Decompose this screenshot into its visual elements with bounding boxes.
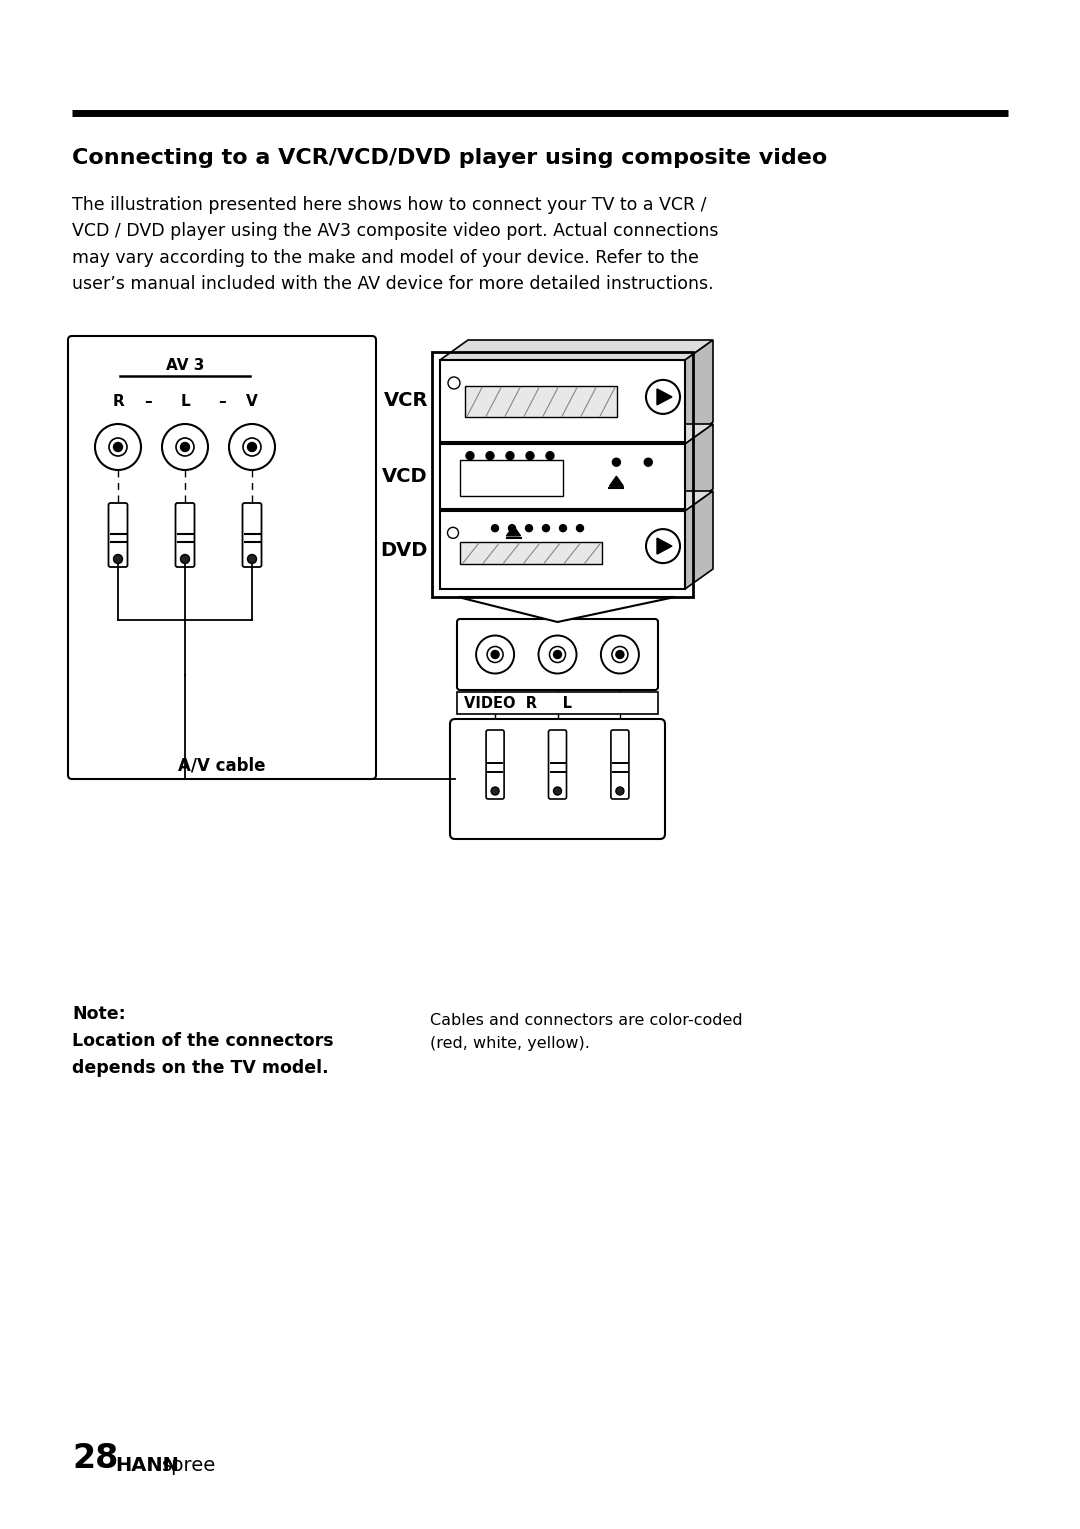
- Text: Note:
Location of the connectors
depends on the TV model.: Note: Location of the connectors depends…: [72, 1005, 334, 1078]
- FancyBboxPatch shape: [440, 443, 685, 509]
- FancyBboxPatch shape: [460, 460, 563, 495]
- Text: A/V cable: A/V cable: [178, 755, 266, 774]
- FancyBboxPatch shape: [440, 359, 685, 442]
- Circle shape: [247, 555, 257, 564]
- FancyBboxPatch shape: [460, 543, 603, 564]
- FancyBboxPatch shape: [457, 693, 658, 714]
- Text: Cables and connectors are color-coded
(red, white, yellow).: Cables and connectors are color-coded (r…: [430, 1014, 743, 1050]
- Circle shape: [645, 459, 652, 466]
- FancyBboxPatch shape: [465, 387, 617, 417]
- Circle shape: [447, 528, 459, 538]
- Circle shape: [180, 555, 189, 564]
- Circle shape: [507, 451, 514, 460]
- Circle shape: [491, 787, 499, 795]
- FancyBboxPatch shape: [450, 719, 665, 839]
- Circle shape: [491, 524, 499, 532]
- Text: R: R: [112, 394, 124, 408]
- Circle shape: [465, 451, 474, 460]
- Circle shape: [113, 555, 122, 564]
- Text: HANN: HANN: [114, 1456, 179, 1475]
- Circle shape: [542, 524, 550, 532]
- Text: spree: spree: [162, 1456, 216, 1475]
- Text: Connecting to a VCR/VCD/DVD player using composite video: Connecting to a VCR/VCD/DVD player using…: [72, 148, 827, 168]
- Circle shape: [526, 451, 534, 460]
- Polygon shape: [657, 388, 672, 405]
- Polygon shape: [685, 339, 713, 442]
- Circle shape: [612, 459, 620, 466]
- FancyBboxPatch shape: [243, 503, 261, 567]
- Polygon shape: [685, 424, 713, 509]
- Circle shape: [554, 650, 562, 659]
- FancyBboxPatch shape: [108, 503, 127, 567]
- Text: 28: 28: [72, 1442, 119, 1475]
- Polygon shape: [609, 476, 623, 486]
- Text: The illustration presented here shows how to connect your TV to a VCR /
VCD / DV: The illustration presented here shows ho…: [72, 196, 718, 294]
- Circle shape: [526, 524, 532, 532]
- Text: L: L: [180, 394, 190, 408]
- Circle shape: [577, 524, 583, 532]
- Circle shape: [554, 787, 562, 795]
- Polygon shape: [440, 424, 713, 443]
- Text: VIDEO  R     L: VIDEO R L: [464, 696, 572, 711]
- Circle shape: [646, 379, 680, 414]
- Circle shape: [180, 442, 189, 451]
- Text: –: –: [218, 394, 226, 408]
- FancyBboxPatch shape: [457, 619, 658, 690]
- FancyBboxPatch shape: [440, 511, 685, 589]
- Circle shape: [448, 378, 460, 388]
- Circle shape: [486, 451, 494, 460]
- Polygon shape: [440, 339, 713, 359]
- Text: VCR: VCR: [383, 391, 428, 410]
- Circle shape: [546, 451, 554, 460]
- Polygon shape: [685, 491, 713, 589]
- Circle shape: [509, 524, 515, 532]
- Polygon shape: [458, 596, 675, 622]
- FancyBboxPatch shape: [486, 729, 504, 800]
- Circle shape: [616, 650, 624, 659]
- Circle shape: [646, 529, 680, 563]
- Circle shape: [491, 650, 499, 659]
- Text: VCD: VCD: [382, 466, 428, 486]
- Circle shape: [616, 787, 624, 795]
- Text: –: –: [144, 394, 152, 408]
- FancyBboxPatch shape: [175, 503, 194, 567]
- FancyBboxPatch shape: [611, 729, 629, 800]
- Circle shape: [559, 524, 567, 532]
- Text: V: V: [246, 394, 258, 408]
- Text: AV 3: AV 3: [166, 358, 204, 373]
- FancyBboxPatch shape: [68, 336, 376, 778]
- Circle shape: [113, 442, 122, 451]
- Polygon shape: [440, 491, 713, 511]
- Text: DVD: DVD: [380, 540, 428, 560]
- FancyBboxPatch shape: [549, 729, 567, 800]
- Polygon shape: [507, 526, 521, 535]
- Circle shape: [247, 442, 257, 451]
- Polygon shape: [657, 538, 672, 553]
